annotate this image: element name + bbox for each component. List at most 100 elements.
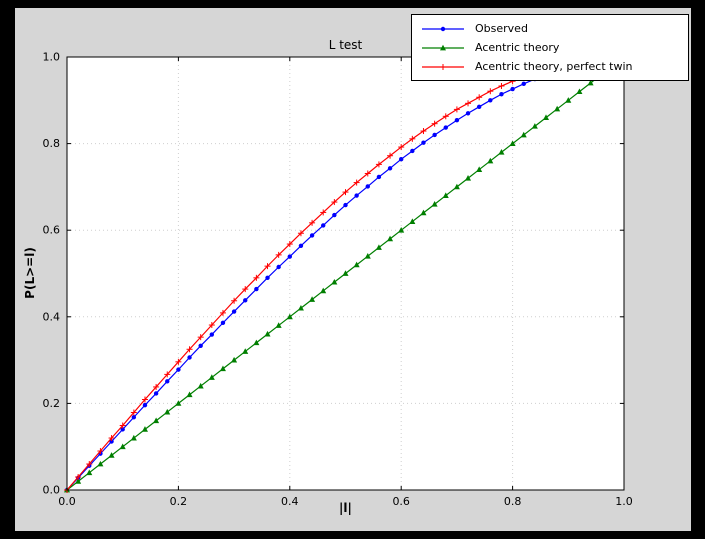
marker-triangle xyxy=(108,452,115,458)
marker-triangle xyxy=(353,261,360,268)
marker-circle xyxy=(410,148,415,154)
axes-frame xyxy=(66,56,625,491)
y-axis-label: P(L>=l) xyxy=(23,247,37,299)
marker-triangle xyxy=(286,313,293,320)
y-tick-label: 1.0 xyxy=(43,51,61,64)
y-tick-label: 0.6 xyxy=(43,224,61,237)
marker-circle xyxy=(476,104,482,109)
x-tick-label: 0.0 xyxy=(58,495,76,508)
marker-circle xyxy=(220,320,226,326)
y-tick-label: 0.0 xyxy=(43,484,61,497)
marker-circle xyxy=(209,332,215,337)
marker-triangle xyxy=(275,322,282,328)
marker-circle xyxy=(142,402,148,408)
marker-circle xyxy=(321,223,326,228)
marker-circle xyxy=(120,427,125,432)
marker-circle xyxy=(354,193,359,198)
x-tick-label: 0.8 xyxy=(504,495,522,508)
marker-circle xyxy=(376,174,382,180)
marker-circle xyxy=(187,355,192,360)
marker-circle xyxy=(432,132,437,138)
marker-triangle xyxy=(476,166,483,172)
marker-triangle xyxy=(253,339,260,346)
marker-circle xyxy=(510,86,515,92)
x-tick-label: 0.4 xyxy=(281,495,299,508)
marker-circle xyxy=(399,156,404,162)
marker-circle xyxy=(276,264,281,270)
marker-triangle xyxy=(554,105,561,112)
marker-triangle xyxy=(420,209,427,216)
marker-triangle xyxy=(375,244,382,250)
marker-circle xyxy=(243,298,248,303)
marker-triangle xyxy=(487,157,494,164)
marker-triangle xyxy=(175,400,182,406)
y-tick-label: 0.2 xyxy=(43,397,61,410)
marker-triangle xyxy=(130,434,137,441)
marker-triangle xyxy=(431,201,438,207)
marker-triangle xyxy=(141,426,148,432)
y-tick-label: 0.4 xyxy=(43,310,61,323)
marker-circle xyxy=(521,81,526,87)
x-tick-label: 0.6 xyxy=(392,495,410,508)
legend-label: Acentric theory, perfect twin xyxy=(475,60,633,73)
marker-circle xyxy=(254,286,259,292)
marker-triangle xyxy=(242,348,249,354)
marker-circle xyxy=(387,166,393,171)
marker-circle xyxy=(465,111,471,116)
x-axis-label: |l| xyxy=(339,501,352,515)
marker-triangle xyxy=(565,97,572,103)
marker-circle xyxy=(109,439,114,444)
marker-triangle xyxy=(320,287,327,294)
marker-circle xyxy=(454,118,460,123)
marker-triangle xyxy=(208,374,215,380)
marker-circle xyxy=(309,233,315,238)
marker-triangle xyxy=(297,304,304,311)
marker-triangle xyxy=(186,391,193,398)
marker-triangle xyxy=(164,408,171,415)
marker-triangle xyxy=(231,356,238,363)
marker-triangle xyxy=(331,278,338,285)
legend-item-1: Acentric theory xyxy=(420,38,680,57)
marker-circle xyxy=(298,243,304,248)
marker-triangle xyxy=(97,460,104,467)
marker-triangle xyxy=(387,235,394,242)
marker-triangle xyxy=(153,417,160,424)
marker-triangle xyxy=(587,79,594,86)
marker-triangle xyxy=(498,149,505,155)
marker-triangle xyxy=(409,218,416,224)
marker-circle xyxy=(343,202,348,208)
marker-circle xyxy=(165,379,170,384)
marker-circle xyxy=(421,140,426,145)
x-tick-label: 1.0 xyxy=(615,495,633,508)
marker-triangle xyxy=(197,382,204,389)
marker-triangle xyxy=(531,123,538,129)
legend-item-2: Acentric theory, perfect twin xyxy=(420,57,680,76)
marker-triangle xyxy=(509,140,516,146)
marker-triangle xyxy=(309,296,316,302)
marker-triangle xyxy=(520,131,527,138)
marker-circle xyxy=(499,92,504,97)
marker-circle xyxy=(332,212,337,218)
legend-key-circle-icon xyxy=(422,26,464,31)
marker-circle xyxy=(287,254,292,259)
marker-circle xyxy=(488,98,493,103)
marker-circle xyxy=(131,415,137,420)
marker-triangle xyxy=(543,114,550,121)
marker-triangle xyxy=(576,88,583,95)
marker-triangle xyxy=(364,252,371,259)
legend-item-0: Observed xyxy=(420,19,680,38)
marker-circle xyxy=(153,391,159,396)
legend-label: Observed xyxy=(475,22,528,35)
marker-triangle xyxy=(75,478,82,484)
marker-triangle xyxy=(119,443,126,450)
marker-triangle xyxy=(86,469,93,476)
legend-key-triangle-icon xyxy=(422,44,464,50)
marker-triangle xyxy=(342,270,349,276)
marker-triangle xyxy=(453,183,460,190)
y-tick-label: 0.8 xyxy=(43,137,61,150)
marker-circle xyxy=(231,309,237,314)
legend-key-plus-icon xyxy=(422,63,464,70)
marker-circle xyxy=(365,184,370,189)
